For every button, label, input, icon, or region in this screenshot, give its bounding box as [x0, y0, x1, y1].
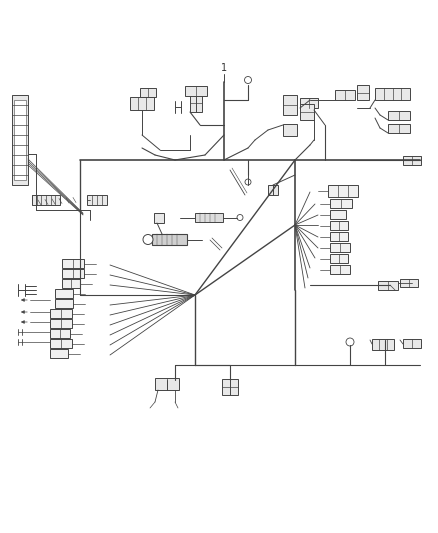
Bar [283, 95, 297, 115]
Bar [62, 279, 80, 288]
Bar [388, 111, 410, 120]
Circle shape [237, 214, 243, 221]
Bar [330, 199, 352, 208]
Bar [50, 329, 70, 338]
Circle shape [143, 235, 153, 245]
Bar [140, 88, 156, 97]
Bar [130, 97, 154, 110]
Bar [330, 232, 348, 241]
Circle shape [245, 179, 251, 185]
Bar [55, 299, 73, 308]
Bar [154, 213, 164, 223]
Bar [330, 265, 350, 274]
Bar [357, 85, 369, 100]
Bar [185, 86, 207, 96]
Bar [388, 124, 410, 133]
Bar [152, 234, 187, 245]
Bar [87, 195, 107, 205]
Bar [50, 339, 72, 348]
Bar [330, 254, 348, 263]
Bar [403, 156, 421, 165]
Bar [50, 309, 72, 318]
Bar [300, 104, 314, 120]
Bar [12, 95, 28, 185]
Bar [50, 319, 72, 328]
Bar [268, 185, 278, 195]
Bar [195, 213, 223, 222]
Bar [222, 379, 238, 395]
Bar [372, 339, 394, 350]
Bar [330, 210, 346, 219]
Bar [335, 90, 355, 100]
Bar [375, 88, 410, 100]
Bar [62, 259, 84, 268]
Bar [330, 243, 350, 252]
Bar [403, 339, 421, 348]
Bar [300, 98, 318, 108]
Circle shape [244, 77, 251, 84]
Bar [14, 100, 26, 180]
Bar [283, 124, 297, 136]
Bar [50, 349, 68, 358]
Bar [400, 279, 418, 287]
Bar [378, 281, 398, 290]
Bar [55, 289, 73, 298]
Circle shape [346, 338, 354, 346]
Text: 1: 1 [221, 63, 227, 73]
Bar [32, 195, 60, 205]
Bar [330, 221, 348, 230]
Bar [62, 269, 84, 278]
Bar [155, 378, 179, 390]
Bar [328, 185, 358, 197]
Bar [190, 94, 202, 112]
